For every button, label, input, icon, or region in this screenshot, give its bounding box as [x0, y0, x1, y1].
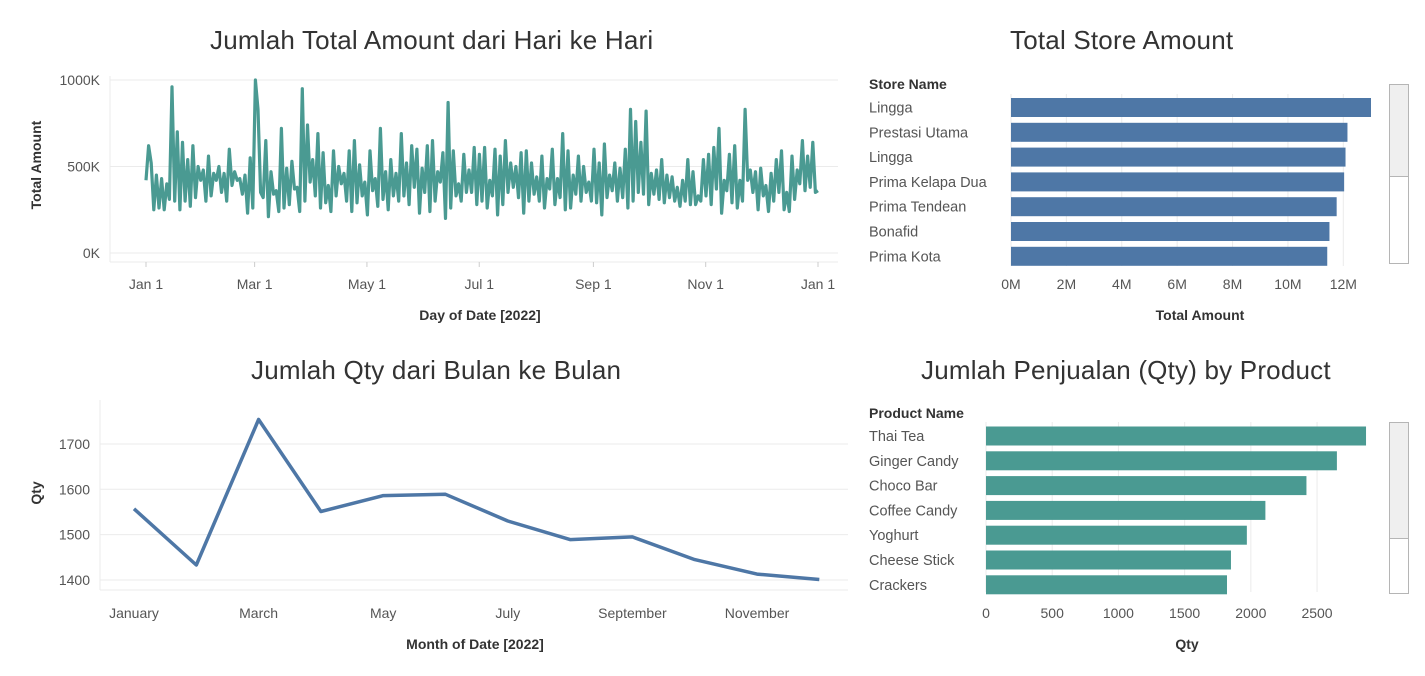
y-axis-title: Total Amount: [28, 120, 44, 209]
y-axis-title: Qty: [28, 481, 44, 505]
category-label: Yoghurt: [869, 528, 918, 544]
product-qty-chart[interactable]: Product Name Thai Tea Ginger Candy Choco Ba…: [860, 340, 1375, 676]
store-scroll-thumb[interactable]: [1390, 85, 1408, 177]
bar: [986, 575, 1227, 595]
category-label: Bonafid: [869, 225, 918, 241]
product-chart-title: Jumlah Penjualan (Qty) by Product: [921, 355, 1331, 385]
x-tick-label: 2000: [1235, 605, 1266, 621]
x-tick-label: May: [370, 605, 396, 621]
category-label: Crackers: [869, 578, 927, 594]
product-scrollbar[interactable]: [1389, 422, 1409, 594]
bar: [1011, 122, 1348, 142]
monthly-chart-title: Jumlah Qty dari Bulan ke Bulan: [251, 355, 622, 385]
x-axis-title: Month of Date [2022]: [406, 636, 544, 652]
bar: [1011, 147, 1346, 167]
x-tick-label: July: [495, 605, 520, 621]
x-tick-label: 1500: [1169, 605, 1200, 621]
x-tick-label: May 1: [348, 276, 386, 292]
category-label: Lingga: [869, 101, 913, 117]
category-label: Prestasi Utama: [869, 125, 969, 141]
daily-amount-panel: Jumlah Total Amount dari Hari ke Hari 0K…: [0, 0, 860, 340]
store-amount-chart[interactable]: Store Name Lingga Prestasi Utama Lingga Prim…: [860, 0, 1375, 340]
y-tick-label: 500K: [67, 159, 100, 175]
x-axis-title: Total Amount: [1156, 307, 1245, 323]
y-tick-label: 1000K: [60, 72, 101, 88]
x-tick-label: November: [725, 605, 790, 621]
store-amount-panel: Total Store Amount Store Name Lingga Prest…: [860, 0, 1425, 340]
category-label: Prima Kelapa Dua: [869, 175, 988, 191]
product-qty-panel: Jumlah Penjualan (Qty) by Product Produc…: [860, 340, 1425, 676]
x-tick-label: Jan 1: [801, 276, 835, 292]
x-axis-title: Qty: [1175, 636, 1199, 652]
y-tick-label: 1600: [59, 481, 90, 497]
y-tick-label: 1400: [59, 572, 90, 588]
x-tick-label: 2M: [1057, 276, 1076, 292]
store-chart-title: Total Store Amount: [1010, 25, 1234, 55]
monthly-qty-line: [132, 417, 820, 582]
bar: [986, 550, 1231, 570]
x-tick-label: Mar 1: [237, 276, 273, 292]
category-label: Lingga: [869, 150, 913, 166]
y-tick-label: 0K: [83, 245, 101, 261]
x-tick-label: Sep 1: [575, 276, 612, 292]
x-tick-label: 12M: [1330, 276, 1357, 292]
x-tick-label: Nov 1: [687, 276, 724, 292]
x-axis-title: Day of Date [2022]: [419, 307, 540, 323]
bar: [1011, 246, 1328, 266]
y-tick-label: 1700: [59, 436, 90, 452]
product-scroll-thumb[interactable]: [1390, 423, 1408, 539]
x-tick-label: 0M: [1001, 276, 1020, 292]
x-tick-label: 500: [1041, 605, 1065, 621]
store-scrollbar[interactable]: [1389, 84, 1409, 264]
category-label: Cheese Stick: [869, 553, 955, 569]
category-label: Thai Tea: [869, 429, 925, 445]
x-tick-label: Jan 1: [129, 276, 163, 292]
category-label: Ginger Candy: [869, 454, 959, 470]
bar: [986, 451, 1337, 471]
x-tick-label: 2500: [1301, 605, 1332, 621]
row-header: Product Name: [869, 405, 964, 421]
category-label: Prima Tendean: [869, 200, 966, 216]
bar: [1011, 172, 1345, 192]
category-label: Choco Bar: [869, 479, 938, 495]
daily-chart-title: Jumlah Total Amount dari Hari ke Hari: [210, 25, 654, 55]
bar: [986, 476, 1307, 496]
x-tick-label: 1000: [1103, 605, 1134, 621]
x-tick-label: 8M: [1223, 276, 1242, 292]
bar: [986, 525, 1247, 545]
daily-amount-chart[interactable]: 0K 500K 1000K Jan 1 Mar 1 May 1 Jul 1 Sep 1 Nov …: [0, 0, 860, 340]
y-tick-label: 1500: [59, 527, 90, 543]
category-label: Prima Kota: [869, 249, 942, 265]
monthly-qty-panel: Jumlah Qty dari Bulan ke Bulan 1400 1500 1…: [0, 340, 860, 676]
x-tick-label: 6M: [1167, 276, 1186, 292]
bar: [1011, 98, 1371, 117]
monthly-qty-chart[interactable]: 1400 1500 1600 1700 January March May July Septe…: [0, 340, 860, 676]
daily-amount-line: [144, 78, 819, 220]
bar: [1011, 222, 1330, 241]
x-tick-label: 0: [982, 605, 990, 621]
row-header: Store Name: [869, 76, 947, 92]
x-tick-label: Jul 1: [464, 276, 494, 292]
x-tick-label: 10M: [1274, 276, 1301, 292]
bar: [986, 500, 1266, 520]
bar: [986, 426, 1367, 446]
x-tick-label: January: [109, 605, 159, 621]
x-tick-label: March: [239, 605, 278, 621]
x-tick-label: 4M: [1112, 276, 1131, 292]
bar: [1011, 197, 1337, 217]
x-tick-label: September: [598, 605, 667, 621]
category-label: Coffee Candy: [869, 503, 958, 519]
